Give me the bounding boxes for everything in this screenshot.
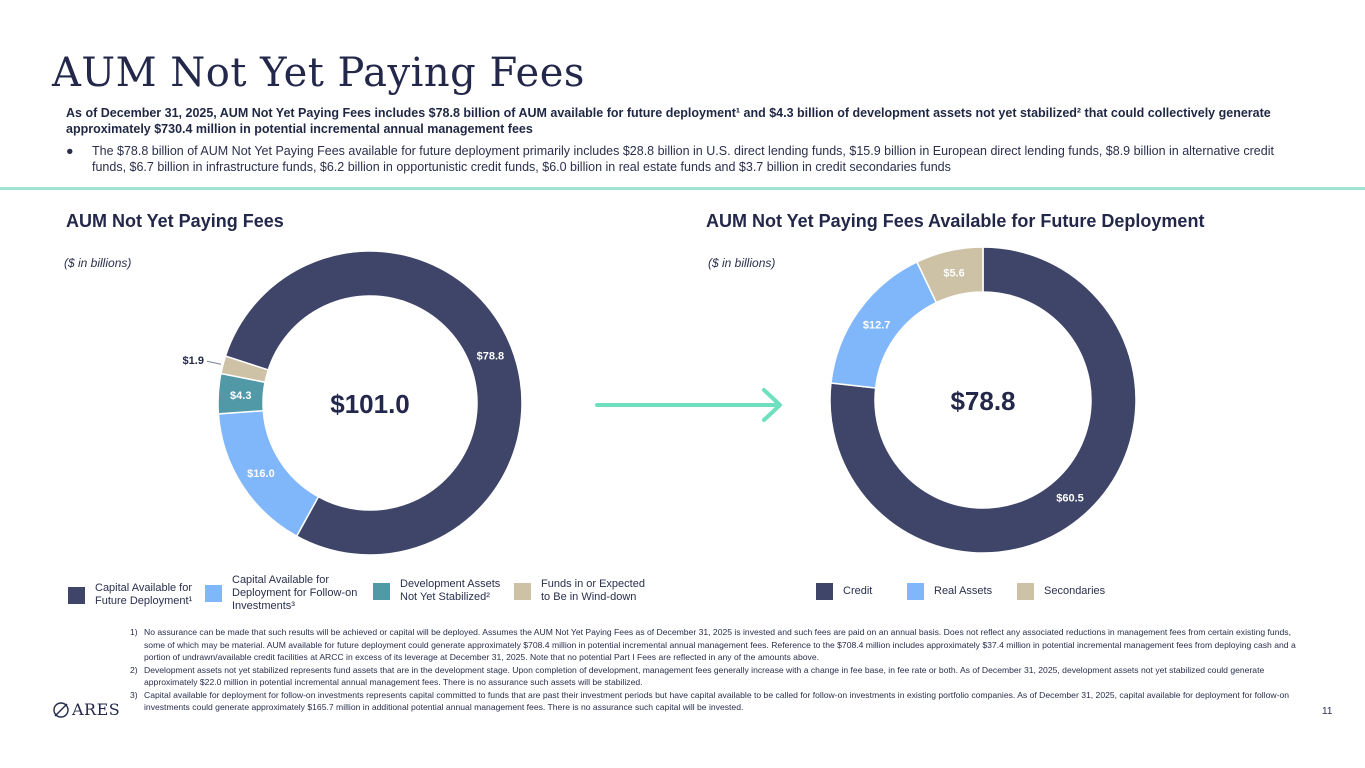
legend-item-wind-down: Funds in or Expected to Be in Wind-down xyxy=(514,578,656,604)
page-title: AUM Not Yet Paying Fees xyxy=(52,50,585,96)
donut2-data-label: $12.7 xyxy=(863,319,891,331)
donut1-data-label: $1.9 xyxy=(183,355,204,367)
legend-label: Funds in or Expected to Be in Wind-down xyxy=(541,578,645,603)
chart2-title: AUM Not Yet Paying Fees Available for Fu… xyxy=(706,211,1205,231)
donut2-data-label: $5.6 xyxy=(943,268,964,280)
donut2-slice xyxy=(915,246,984,304)
page-number: 11 xyxy=(1322,706,1333,717)
legend-swatch xyxy=(373,582,390,600)
chart2-unit-note: ($ in billions) xyxy=(708,256,776,270)
legend-swatch xyxy=(907,583,924,600)
donut1-slice xyxy=(220,355,270,384)
legend-label: Secondaries xyxy=(1044,585,1106,597)
chart1-unit-note: ($ in billions) xyxy=(64,256,132,270)
donut1-data-label: $4.3 xyxy=(230,390,251,402)
ares-logo-text: ARES xyxy=(72,700,121,719)
bullet-text: The $78.8 billion of AUM Not Yet Paying … xyxy=(92,144,1274,174)
donut2-data-label: $60.5 xyxy=(1056,492,1084,504)
donut2-slice xyxy=(829,246,1137,554)
footnotes: 1) No assurance can be made that such res… xyxy=(130,626,1300,714)
footnote-3: 3) Capital available for deployment for f… xyxy=(130,689,1290,713)
donut1-center-total: $101.0 xyxy=(330,389,410,419)
arrow-head-icon xyxy=(762,388,782,422)
legend-item-development: Development Assets Not Yet Stabilized² xyxy=(373,578,515,604)
legend-label: Capital Available for Future Deployment¹ xyxy=(95,582,193,607)
legend-swatch xyxy=(205,585,222,602)
ares-logo: ARES xyxy=(52,700,120,719)
footnote-1: 1) No assurance can be made that such res… xyxy=(130,627,1296,662)
legend-swatch xyxy=(816,583,833,600)
legend-label: Capital Available for Deployment for Fol… xyxy=(232,574,358,612)
legend-label: Real Assets xyxy=(934,585,993,597)
legend-label: Credit xyxy=(843,585,873,597)
legend-item-future-deployment: Capital Available for Future Deployment¹ xyxy=(68,582,205,608)
legend-item-follow-on: Capital Available for Deployment for Fol… xyxy=(205,574,367,613)
donut1-data-label: $16.0 xyxy=(247,468,275,480)
ares-logo-icon xyxy=(53,701,69,718)
bullet-marker: ● xyxy=(66,144,74,158)
donut1-leader-line xyxy=(206,360,222,365)
legend-label: Development Assets Not Yet Stabilized² xyxy=(400,578,501,603)
legend-item-real-assets: Real Assets xyxy=(907,583,992,600)
intro-text: As of December 31, 2025, AUM Not Yet Pay… xyxy=(66,106,1271,136)
legend-swatch xyxy=(68,586,85,604)
donut1-data-label: $78.8 xyxy=(477,350,505,362)
donut1-slice xyxy=(224,250,523,556)
divider xyxy=(0,187,1365,190)
chart1-title: AUM Not Yet Paying Fees xyxy=(66,211,284,231)
legend-item-secondaries: Secondaries xyxy=(1017,583,1105,600)
donut-charts: $78.8 $16.0 $4.3 $1.9 $101.0 $60.5 $12.7 $5.6 $7… xyxy=(183,246,1137,556)
donut2-center-total: $78.8 xyxy=(950,386,1015,416)
legend-swatch xyxy=(514,582,531,600)
footnote-2: 2) Development assets not yet stabilized … xyxy=(130,664,1265,688)
legend-item-credit: Credit xyxy=(816,583,872,600)
legend-swatch xyxy=(1017,583,1034,600)
